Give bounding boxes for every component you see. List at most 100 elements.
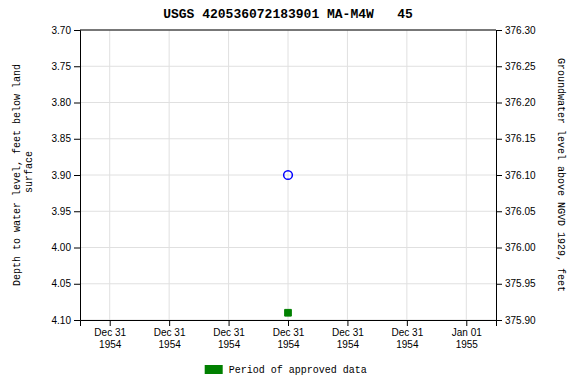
- y-tick: 3.75: [52, 61, 80, 72]
- y2-tick: 375.90: [496, 315, 536, 326]
- tick-mark: [496, 284, 502, 285]
- tick-label-line: Dec 31: [94, 327, 126, 338]
- x-tick-label: Jan 011955: [452, 327, 482, 350]
- tick-label-line: Dec 31: [332, 327, 364, 338]
- y-tick-label: 3.75: [52, 61, 72, 72]
- y2-tick-label: 376.05: [505, 206, 536, 217]
- y2-tick-label: 376.10: [505, 170, 536, 181]
- x-tick-label: Dec 311954: [392, 327, 424, 350]
- tick-label-line: 1954: [396, 339, 419, 350]
- tick-mark: [110, 320, 111, 326]
- x-tick-label: Dec 311954: [213, 327, 245, 350]
- marks: [284, 171, 293, 316]
- x-tick-label: Dec 311954: [332, 327, 364, 350]
- legend-label: Period of approved data: [229, 365, 367, 376]
- tick-label-line: Dec 31: [273, 327, 305, 338]
- y-tick-label: 4.00: [52, 242, 72, 253]
- y2-tick: 376.20: [496, 97, 536, 108]
- y-tick: 3.70: [52, 25, 80, 36]
- y2-tick: 376.10: [496, 170, 536, 181]
- y2-tick-label: 376.25: [505, 61, 536, 72]
- y-tick: 3.95: [52, 206, 80, 217]
- tick-mark: [74, 248, 80, 249]
- y2-tick: 376.00: [496, 242, 536, 253]
- grid-line: [406, 30, 407, 320]
- tick-mark: [74, 103, 80, 104]
- point: [285, 309, 292, 316]
- tick-mark: [496, 139, 502, 140]
- tick-label-line: Dec 31: [392, 327, 424, 338]
- tick-label-line: Jan 01: [452, 327, 482, 338]
- y-tick: 3.80: [52, 97, 80, 108]
- tick-mark: [347, 320, 348, 326]
- y2-tick-label: 376.30: [505, 25, 536, 36]
- tick-label-line: 1954: [337, 339, 360, 350]
- tick-mark: [74, 211, 80, 212]
- x-tick: Dec 311954: [392, 320, 424, 350]
- x-tick-label: Dec 311954: [154, 327, 186, 350]
- tick-mark: [496, 30, 502, 31]
- grid-line: [109, 30, 110, 320]
- point: [284, 171, 293, 180]
- tick-mark: [169, 320, 170, 326]
- tick-label-line: 1954: [218, 339, 241, 350]
- x-tick: Dec 311954: [332, 320, 364, 350]
- grid-line: [347, 30, 348, 320]
- grid-line: [169, 30, 170, 320]
- legend-item: Period of approved data: [205, 365, 367, 376]
- tick-mark: [496, 211, 502, 212]
- tick-mark: [74, 284, 80, 285]
- tick-label-line: 1955: [456, 339, 479, 350]
- y-tick-label: 3.70: [52, 25, 72, 36]
- y-tick: 4.00: [52, 242, 80, 253]
- y-tick-label: 3.80: [52, 97, 72, 108]
- plot: Dec 311954Dec 311954Dec 311954Dec 311954…: [52, 25, 536, 350]
- tick-mark: [74, 320, 80, 321]
- frame-line: [80, 30, 496, 31]
- x-tick: Jan 011955: [452, 320, 482, 350]
- y-axis: 3.70 3.75 3.80 3.85 3.90 3.95 4.00 4.05 4.10: [52, 25, 81, 326]
- tick-label-line: Dec 31: [213, 327, 245, 338]
- tick-mark: [496, 248, 502, 249]
- y-tick: 3.85: [52, 133, 80, 144]
- legend-swatch: [205, 365, 223, 374]
- y-axis-title: Depth to water level, feet below land su…: [12, 64, 35, 286]
- tick-mark: [466, 320, 467, 326]
- y-tick: 4.05: [52, 278, 80, 289]
- grid-line: [288, 30, 289, 320]
- x-tick: Dec 311954: [94, 320, 126, 350]
- y2-tick: 376.05: [496, 206, 536, 217]
- grid: [80, 30, 496, 320]
- tick-mark: [496, 66, 502, 67]
- background: [0, 0, 576, 384]
- y2-tick-label: 376.00: [505, 242, 536, 253]
- axis-title-line: Depth to water level, feet below land: [12, 64, 23, 286]
- chart: Dec 311954Dec 311954Dec 311954Dec 311954…: [0, 0, 576, 384]
- x-tick: Dec 311954: [154, 320, 186, 350]
- y2-tick: 376.15: [496, 133, 536, 144]
- y2-tick-label: 375.90: [505, 315, 536, 326]
- legend: Period of approved data: [205, 365, 367, 376]
- chart-container: Dec 311954Dec 311954Dec 311954Dec 311954…: [0, 0, 576, 384]
- axis-line: [81, 321, 497, 327]
- y-tick-label: 3.85: [52, 133, 72, 144]
- y-tick-label: 3.95: [52, 206, 72, 217]
- tick-mark: [407, 320, 408, 326]
- grid-line: [80, 30, 496, 31]
- x-tick-label: Dec 311954: [94, 327, 126, 350]
- axis-title-line: surface: [24, 151, 35, 199]
- tick-mark: [74, 30, 80, 31]
- y2-tick: 376.30: [496, 25, 536, 36]
- series: [284, 171, 293, 180]
- grid-line: [228, 30, 229, 320]
- y-tick-label: 4.10: [52, 315, 72, 326]
- x-tick: Dec 311954: [213, 320, 245, 350]
- tick-mark: [496, 320, 502, 321]
- y2-axis-title: Groundwater level above NGVD 1929, feet: [555, 58, 566, 292]
- y-tick: 3.90: [52, 170, 80, 181]
- y2-tick-label: 375.95: [505, 278, 536, 289]
- tick-mark: [74, 139, 80, 140]
- x-axis: Dec 311954Dec 311954Dec 311954Dec 311954…: [81, 320, 497, 350]
- axis-line: [74, 31, 81, 321]
- y-tick-label: 3.90: [52, 170, 72, 181]
